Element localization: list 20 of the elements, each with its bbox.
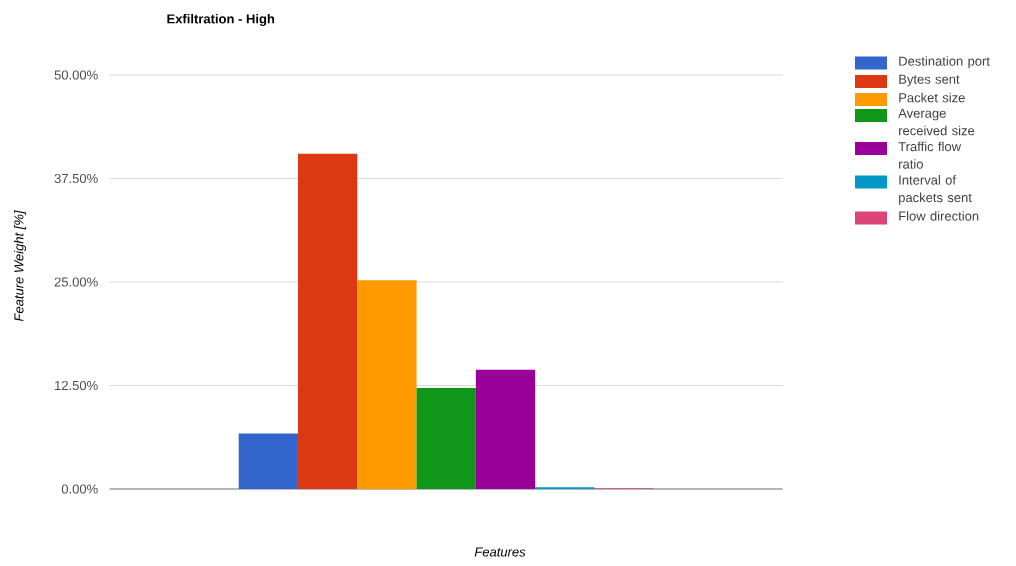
legend-label: Bytes sent (899, 74, 960, 87)
y-tick-label: 0.00% (61, 484, 98, 494)
legend-label: Average received size (898, 108, 975, 136)
bar (238, 433, 298, 489)
legend-label: Interval of packets sent (899, 175, 972, 205)
y-tick-label: 50.00% (54, 70, 98, 80)
legend-label: Destination port (899, 56, 990, 69)
bar (297, 153, 358, 489)
legend-label: Packet size (899, 92, 965, 103)
y-axis-title: Feature Weight [%] (13, 210, 27, 322)
legend-label: Flow direction (899, 211, 979, 221)
bar (416, 387, 476, 489)
chart-title: Exfiltration - High (167, 13, 275, 27)
y-tick-label: 12.50% (55, 380, 98, 391)
y-tick-label: 25.00% (54, 277, 98, 287)
bar (475, 369, 536, 489)
legend-label: Traffic flow ratio (898, 141, 962, 169)
y-tick-label: 37.50% (54, 173, 98, 184)
x-axis-title: Features (474, 547, 526, 557)
bar (357, 280, 417, 489)
